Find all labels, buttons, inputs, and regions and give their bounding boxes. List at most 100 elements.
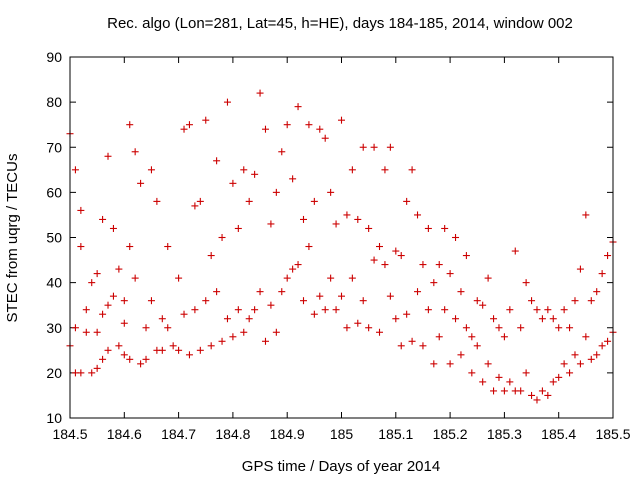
y-tick-label: 10 [46, 410, 62, 426]
data-point [538, 387, 546, 395]
data-point [261, 337, 269, 345]
x-tick-label: 185.3 [487, 426, 522, 442]
data-point [104, 346, 112, 354]
data-point [278, 148, 286, 156]
data-point [191, 202, 199, 210]
data-point [354, 215, 362, 223]
data-point [104, 152, 112, 160]
data-point [310, 197, 318, 205]
data-point [120, 351, 128, 359]
data-point [538, 315, 546, 323]
y-tick-label: 90 [46, 49, 62, 65]
data-point [370, 256, 378, 264]
data-point [120, 297, 128, 305]
data-point [223, 98, 231, 106]
data-point [392, 315, 400, 323]
data-point [99, 215, 107, 223]
data-point [131, 274, 139, 282]
data-point [164, 243, 172, 251]
data-point [234, 306, 242, 314]
data-point [479, 378, 487, 386]
data-point [115, 342, 123, 350]
data-point [424, 224, 432, 232]
x-tick-label: 184.6 [107, 426, 142, 442]
data-point [348, 166, 356, 174]
data-point [126, 121, 134, 129]
data-point [473, 342, 481, 350]
data-point [533, 306, 541, 314]
data-point [576, 360, 584, 368]
x-tick-label: 184.5 [52, 426, 87, 442]
data-point [408, 166, 416, 174]
data-point [555, 373, 563, 381]
data-point [99, 310, 107, 318]
plot-frame [69, 56, 614, 419]
data-point [506, 306, 514, 314]
data-point [229, 333, 237, 341]
data-point [484, 360, 492, 368]
data-point [490, 387, 498, 395]
data-point [196, 346, 204, 354]
data-point [457, 288, 465, 296]
data-point [441, 306, 449, 314]
data-point [604, 252, 612, 260]
data-point [77, 369, 85, 377]
data-point [392, 247, 400, 255]
data-point [593, 288, 601, 296]
data-point [223, 315, 231, 323]
data-point [582, 333, 590, 341]
data-point [338, 292, 345, 300]
data-point [158, 346, 166, 354]
data-point [202, 297, 210, 305]
data-point [294, 261, 302, 269]
data-point [240, 328, 248, 336]
data-point [587, 355, 595, 363]
data-point [403, 197, 411, 205]
y-tick-label: 40 [46, 275, 62, 291]
data-point [310, 310, 318, 318]
data-point [376, 328, 384, 336]
data-point [566, 369, 574, 377]
data-point [593, 351, 601, 359]
data-point [294, 103, 302, 111]
data-point [343, 324, 351, 332]
axis-ticks: 184.5 184.6 184.7 184.8 184.9 185 185.1 185.2 18… [46, 49, 630, 442]
data-point [506, 378, 514, 386]
data-point [490, 315, 498, 323]
data-point [88, 369, 96, 377]
data-point [147, 166, 155, 174]
data-point [403, 310, 411, 318]
data-point [234, 224, 242, 232]
x-tick-label: 185 [330, 426, 354, 442]
y-tick-label: 30 [46, 320, 62, 336]
data-point [462, 324, 470, 332]
data-point [555, 324, 563, 332]
data-point [316, 125, 324, 133]
data-point [82, 328, 90, 336]
data-point [305, 243, 313, 251]
data-point [169, 342, 177, 350]
data-point [587, 297, 595, 305]
data-point [435, 261, 443, 269]
data-point [164, 324, 172, 332]
data-point [365, 224, 373, 232]
data-point [245, 315, 253, 323]
data-point [196, 197, 204, 205]
data-point [544, 391, 552, 399]
data-point [82, 306, 90, 314]
data-point [495, 324, 503, 332]
data-point [419, 261, 427, 269]
data-point [359, 297, 367, 305]
data-point [533, 396, 541, 404]
data-point [299, 297, 307, 305]
data-point [446, 270, 454, 278]
data-point [261, 125, 269, 133]
data-point [522, 369, 530, 377]
data-point [256, 288, 264, 296]
data-point [457, 351, 465, 359]
data-point [137, 179, 145, 187]
data-point [598, 270, 606, 278]
data-point [180, 125, 188, 133]
data-point [381, 166, 389, 174]
